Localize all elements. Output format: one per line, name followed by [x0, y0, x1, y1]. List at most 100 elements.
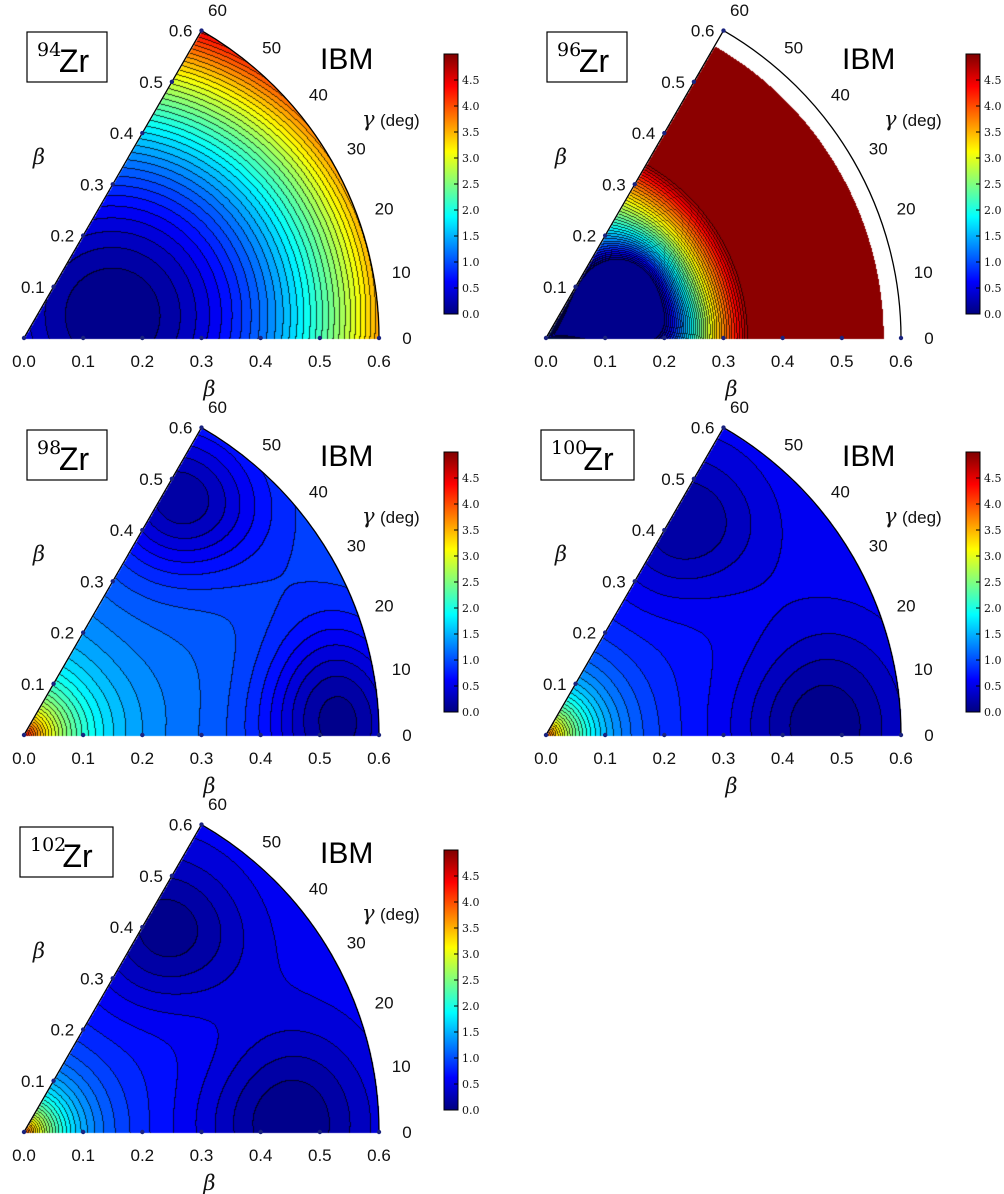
beta-side-axis-label: β [32, 542, 45, 566]
gamma-unit: (deg) [380, 905, 420, 924]
beta-side-tick-dot [169, 476, 175, 482]
beta-tick-dot [317, 335, 323, 341]
beta-side-tick-label: 0.5 [661, 73, 685, 92]
beta-tick-label: 0.0 [534, 749, 558, 768]
gamma-symbol: γ [884, 504, 897, 528]
model-label: IBM [320, 440, 373, 473]
beta-side-tick-dot [80, 233, 86, 238]
beta-side-tick-label: 0.5 [139, 867, 163, 886]
panel-100zr: 0.0 0.1 0.2 0.3 0.4 0.5 0.6 0.1 0.2 0.3 0.4 0.5 0.6 0… [534, 398, 1001, 798]
gamma-tick-label: 0 [924, 329, 933, 348]
beta-tick-dot [780, 732, 785, 738]
beta-tick-dot [317, 1129, 323, 1135]
beta-tick-label: 0.1 [71, 352, 95, 371]
colorbar-tick-label: 4.5 [462, 472, 480, 485]
beta-tick-label: 0.5 [308, 749, 332, 768]
beta-side-tick-label: 0.5 [661, 470, 685, 489]
beta-side-tick-dot [169, 873, 175, 879]
beta-axis-label: β [202, 377, 215, 401]
colorbar-tick-label: 2.5 [462, 178, 480, 191]
beta-tick-dot [80, 1129, 86, 1135]
beta-tick-label: 0.3 [190, 352, 214, 371]
gamma-tick-label: 30 [347, 140, 366, 159]
colorbar-tick-label: 4.5 [984, 472, 1002, 485]
panel-94zr: 0.0 0.1 0.2 0.3 0.4 0.5 0.6 0.1 0.2 0.3 0.4 0.5 0.6 0… [12, 1, 479, 401]
gamma-tick-label: 40 [309, 85, 328, 104]
beta-side-tick-dot [110, 579, 115, 584]
gamma-tick-label: 50 [262, 436, 281, 455]
beta-tick-label: 0.4 [249, 749, 273, 768]
beta-side-tick-label: 0.3 [602, 572, 626, 591]
axis-frame [545, 426, 902, 736]
beta-tick-label: 0.0 [12, 1146, 36, 1165]
gamma-axis-label: γ (deg) [362, 901, 420, 925]
gamma-symbol: γ [362, 107, 375, 131]
beta-side-tick-label: 0.2 [51, 227, 75, 246]
colorbar-tick-label: 3.5 [462, 524, 480, 537]
colorbar-tick-label: 0.0 [462, 1104, 480, 1117]
nucleus-mass-number: 98 [37, 437, 61, 459]
colorbar-tick-label: 4.0 [462, 896, 480, 909]
beta-tick-dot [376, 732, 382, 738]
beta-side-tick-dot [662, 527, 667, 533]
colorbar-tick-label: 1.5 [462, 1026, 480, 1039]
nucleus-element: Zr [584, 441, 615, 477]
beta-tick-label: 0.4 [249, 352, 273, 371]
colorbar-tick-label: 3.0 [462, 152, 480, 165]
beta-tick-dot [376, 1129, 382, 1135]
colorbar-tick-label: 1.5 [984, 230, 1002, 243]
gamma-tick-label: 40 [309, 482, 328, 501]
panel-96zr: 0.0 0.1 0.2 0.3 0.4 0.5 0.6 0.1 0.2 0.3 0.4 0.5 0.6 0… [534, 1, 1001, 401]
colorbar-tick-label: 3.0 [462, 948, 480, 961]
beta-side-tick-dot [632, 579, 637, 584]
beta-tick-dot [839, 335, 845, 341]
axis-frame [23, 426, 380, 736]
gamma-tick-label: 40 [831, 482, 850, 501]
beta-side-tick-dot [199, 822, 204, 827]
colorbar-tick-label: 3.0 [984, 550, 1002, 563]
beta-side-tick-dot [140, 527, 145, 533]
beta-side-tick-label: 0.5 [139, 470, 163, 489]
axis-frame [545, 29, 902, 339]
beta-side-tick-label: 0.6 [169, 816, 193, 835]
nucleus-label-box [26, 31, 108, 83]
gamma-tick-label: 0 [402, 329, 411, 348]
colorbar-tick-label: 1.0 [462, 1052, 480, 1065]
beta-side-tick-label: 0.1 [21, 675, 45, 694]
beta-side-tick-label: 0.3 [80, 969, 104, 988]
beta-side-tick-dot [632, 182, 637, 187]
nucleus-label-box [26, 429, 108, 481]
gamma-axis-label: γ (deg) [362, 107, 420, 131]
colorbar-tick-label: 2.0 [984, 602, 1002, 615]
gamma-tick-label: 20 [897, 199, 916, 218]
colorbar-tick-label: 1.5 [462, 230, 480, 243]
panel-98zr: 0.0 0.1 0.2 0.3 0.4 0.5 0.6 0.1 0.2 0.3 0.4 0.5 0.6 0… [12, 398, 479, 798]
colorbar-tick-label: 3.0 [462, 550, 480, 563]
beta-tick-label: 0.1 [71, 1146, 95, 1165]
beta-tick-label: 0.2 [131, 1146, 155, 1165]
nucleus-label-box [19, 826, 114, 878]
beta-tick-dot [543, 335, 549, 341]
gamma-unit: (deg) [380, 508, 420, 527]
beta-side-axis-label: β [554, 145, 567, 169]
beta-tick-dot [898, 732, 904, 738]
beta-tick-dot [662, 732, 667, 738]
beta-tick-dot [199, 335, 204, 341]
beta-tick-label: 0.6 [367, 749, 391, 768]
beta-tick-dot [317, 732, 323, 738]
beta-tick-label: 0.6 [889, 749, 913, 768]
beta-side-axis-label: β [554, 542, 567, 566]
beta-tick-dot [21, 335, 27, 341]
colorbar-tick-label: 1.5 [984, 628, 1002, 641]
colorbar-tick-label: 2.0 [462, 204, 480, 217]
beta-side-tick-label: 0.3 [80, 175, 104, 194]
beta-tick-label: 0.1 [593, 352, 617, 371]
colorbar-tick-label: 2.5 [984, 178, 1002, 191]
beta-tick-dot [140, 1129, 145, 1135]
colorbar-tick-label: 4.5 [462, 74, 480, 87]
nucleus-element: Zr [579, 43, 610, 79]
nucleus-mass-number: 102 [30, 834, 66, 856]
beta-tick-dot [602, 335, 608, 341]
model-label: IBM [842, 43, 895, 76]
beta-side-tick-label: 0.4 [632, 521, 656, 540]
